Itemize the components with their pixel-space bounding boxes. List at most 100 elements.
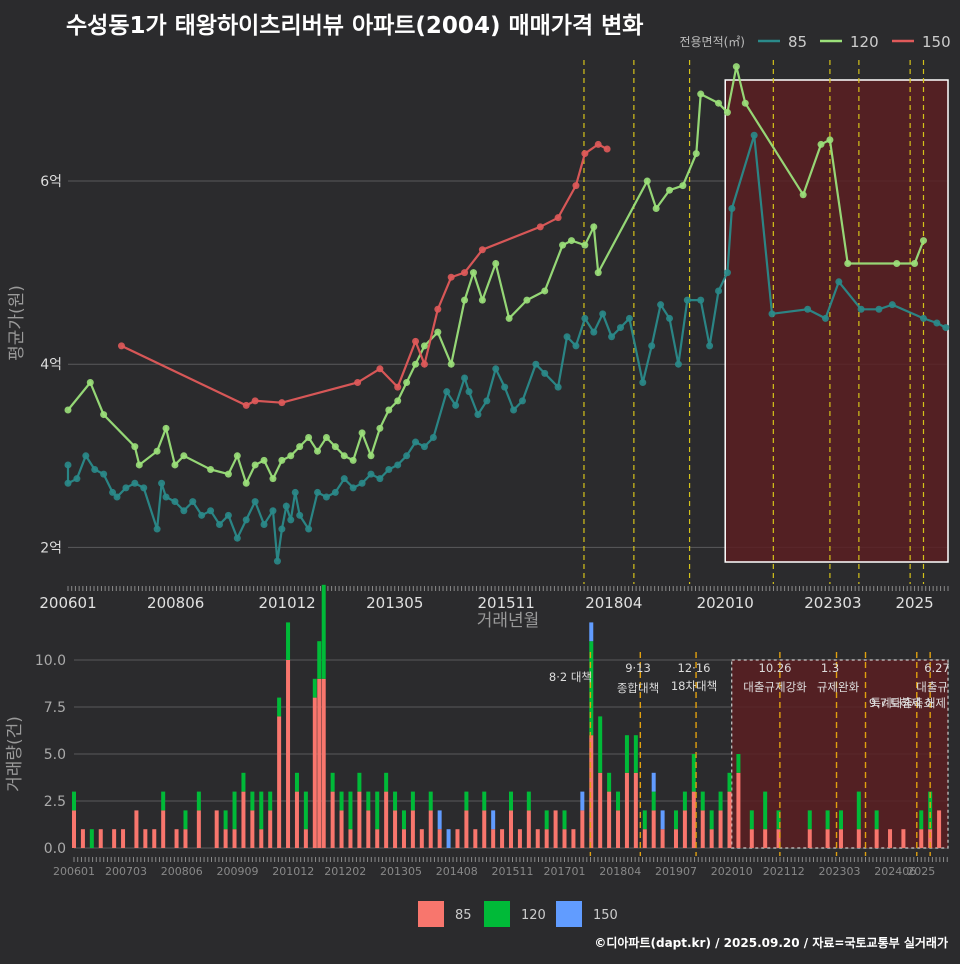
bar-120 — [161, 791, 166, 811]
series-point-120 — [64, 406, 72, 414]
bar-120 — [348, 791, 353, 830]
series-point-120 — [269, 475, 277, 483]
series-point-85 — [452, 401, 460, 409]
series-point-85 — [296, 511, 304, 519]
series-point-120 — [581, 241, 589, 249]
bar-85 — [553, 810, 558, 848]
series-point-85 — [189, 498, 197, 506]
series-point-120 — [171, 461, 179, 469]
series-point-120 — [376, 424, 384, 432]
series-point-120 — [296, 443, 304, 451]
series-point-150 — [603, 145, 611, 153]
bar-150 — [580, 791, 585, 811]
series-point-85 — [140, 484, 148, 492]
bar-85 — [223, 829, 228, 848]
bottom-x-tick-label: 201511 — [491, 865, 533, 878]
series-point-85 — [429, 433, 437, 441]
bar-85 — [517, 829, 522, 848]
bar-120 — [700, 791, 705, 811]
series-point-85 — [648, 342, 656, 350]
bar-120 — [232, 791, 237, 830]
series-point-120 — [260, 456, 268, 464]
series-point-85 — [198, 511, 206, 519]
bar-85 — [232, 829, 237, 848]
series-point-85 — [162, 493, 170, 501]
series-point-120 — [224, 470, 232, 478]
series-point-85 — [919, 314, 927, 322]
series-point-85 — [291, 488, 299, 496]
bar-85 — [455, 829, 460, 848]
bar-120 — [294, 772, 299, 792]
series-point-85 — [322, 493, 330, 501]
series-point-150 — [434, 305, 442, 313]
bottom-legend-label-120: 120 — [521, 908, 546, 923]
bar-120 — [736, 754, 741, 773]
series-point-120 — [505, 314, 513, 322]
series-point-85 — [461, 374, 469, 382]
top-highlight-box — [724, 79, 949, 563]
series-point-85 — [171, 498, 179, 506]
bar-85 — [607, 791, 612, 848]
bar-85 — [464, 810, 469, 848]
series-point-85 — [443, 388, 451, 396]
bar-85 — [642, 829, 647, 848]
bar-85 — [535, 829, 540, 848]
top-y-tick-label: 4억 — [40, 357, 62, 373]
series-point-85 — [674, 360, 682, 368]
bar-85 — [598, 772, 603, 848]
bar-85 — [888, 829, 893, 848]
series-point-85 — [64, 479, 72, 487]
series-point-85 — [158, 479, 166, 487]
bar-120 — [196, 791, 201, 811]
bottom-x-tick-label: 2025 — [907, 865, 935, 878]
bar-120 — [616, 791, 621, 811]
series-point-85 — [706, 342, 714, 350]
series-point-85 — [367, 470, 375, 478]
bottom-x-tick-label: 202303 — [818, 865, 860, 878]
bar-150 — [589, 622, 594, 642]
bar-120 — [624, 735, 629, 773]
series-point-85 — [314, 488, 322, 496]
series-point-120 — [541, 287, 549, 295]
series-point-85 — [215, 520, 223, 528]
series-point-120 — [278, 456, 286, 464]
bar-85 — [544, 829, 549, 848]
bar-85 — [339, 810, 344, 848]
top-x-tick-label: 200806 — [147, 594, 204, 612]
bar-120 — [375, 791, 380, 830]
series-point-150 — [354, 379, 362, 387]
series-point-85 — [554, 383, 562, 391]
bottom-annotation: 10.26 — [759, 661, 792, 675]
bottom-legend-swatch-120 — [484, 901, 510, 927]
series-point-85 — [420, 443, 428, 451]
bar-85 — [825, 829, 830, 848]
series-point-120 — [559, 241, 567, 249]
series-point-120 — [817, 140, 825, 148]
bar-120 — [807, 810, 812, 830]
series-point-120 — [447, 360, 455, 368]
bar-85 — [571, 829, 576, 848]
bar-120 — [317, 641, 322, 679]
bar-120 — [401, 810, 406, 830]
series-point-120 — [403, 379, 411, 387]
series-point-150 — [536, 223, 544, 231]
series-point-120 — [478, 296, 486, 304]
series-point-120 — [412, 360, 420, 368]
series-point-85 — [875, 305, 883, 313]
series-point-120 — [135, 461, 143, 469]
bar-85 — [526, 810, 531, 848]
series-point-120 — [251, 461, 259, 469]
top-x-tick-label: 2025 — [895, 594, 933, 612]
bar-120 — [268, 791, 273, 811]
series-point-85 — [657, 301, 665, 309]
series-point-85 — [474, 411, 482, 419]
series-point-150 — [478, 246, 486, 254]
series-point-85 — [207, 507, 215, 515]
series-point-120 — [100, 411, 108, 419]
bar-85 — [500, 829, 505, 848]
bar-120 — [410, 791, 415, 811]
series-point-85 — [728, 205, 736, 213]
series-point-120 — [723, 108, 731, 116]
bar-120 — [509, 791, 513, 811]
